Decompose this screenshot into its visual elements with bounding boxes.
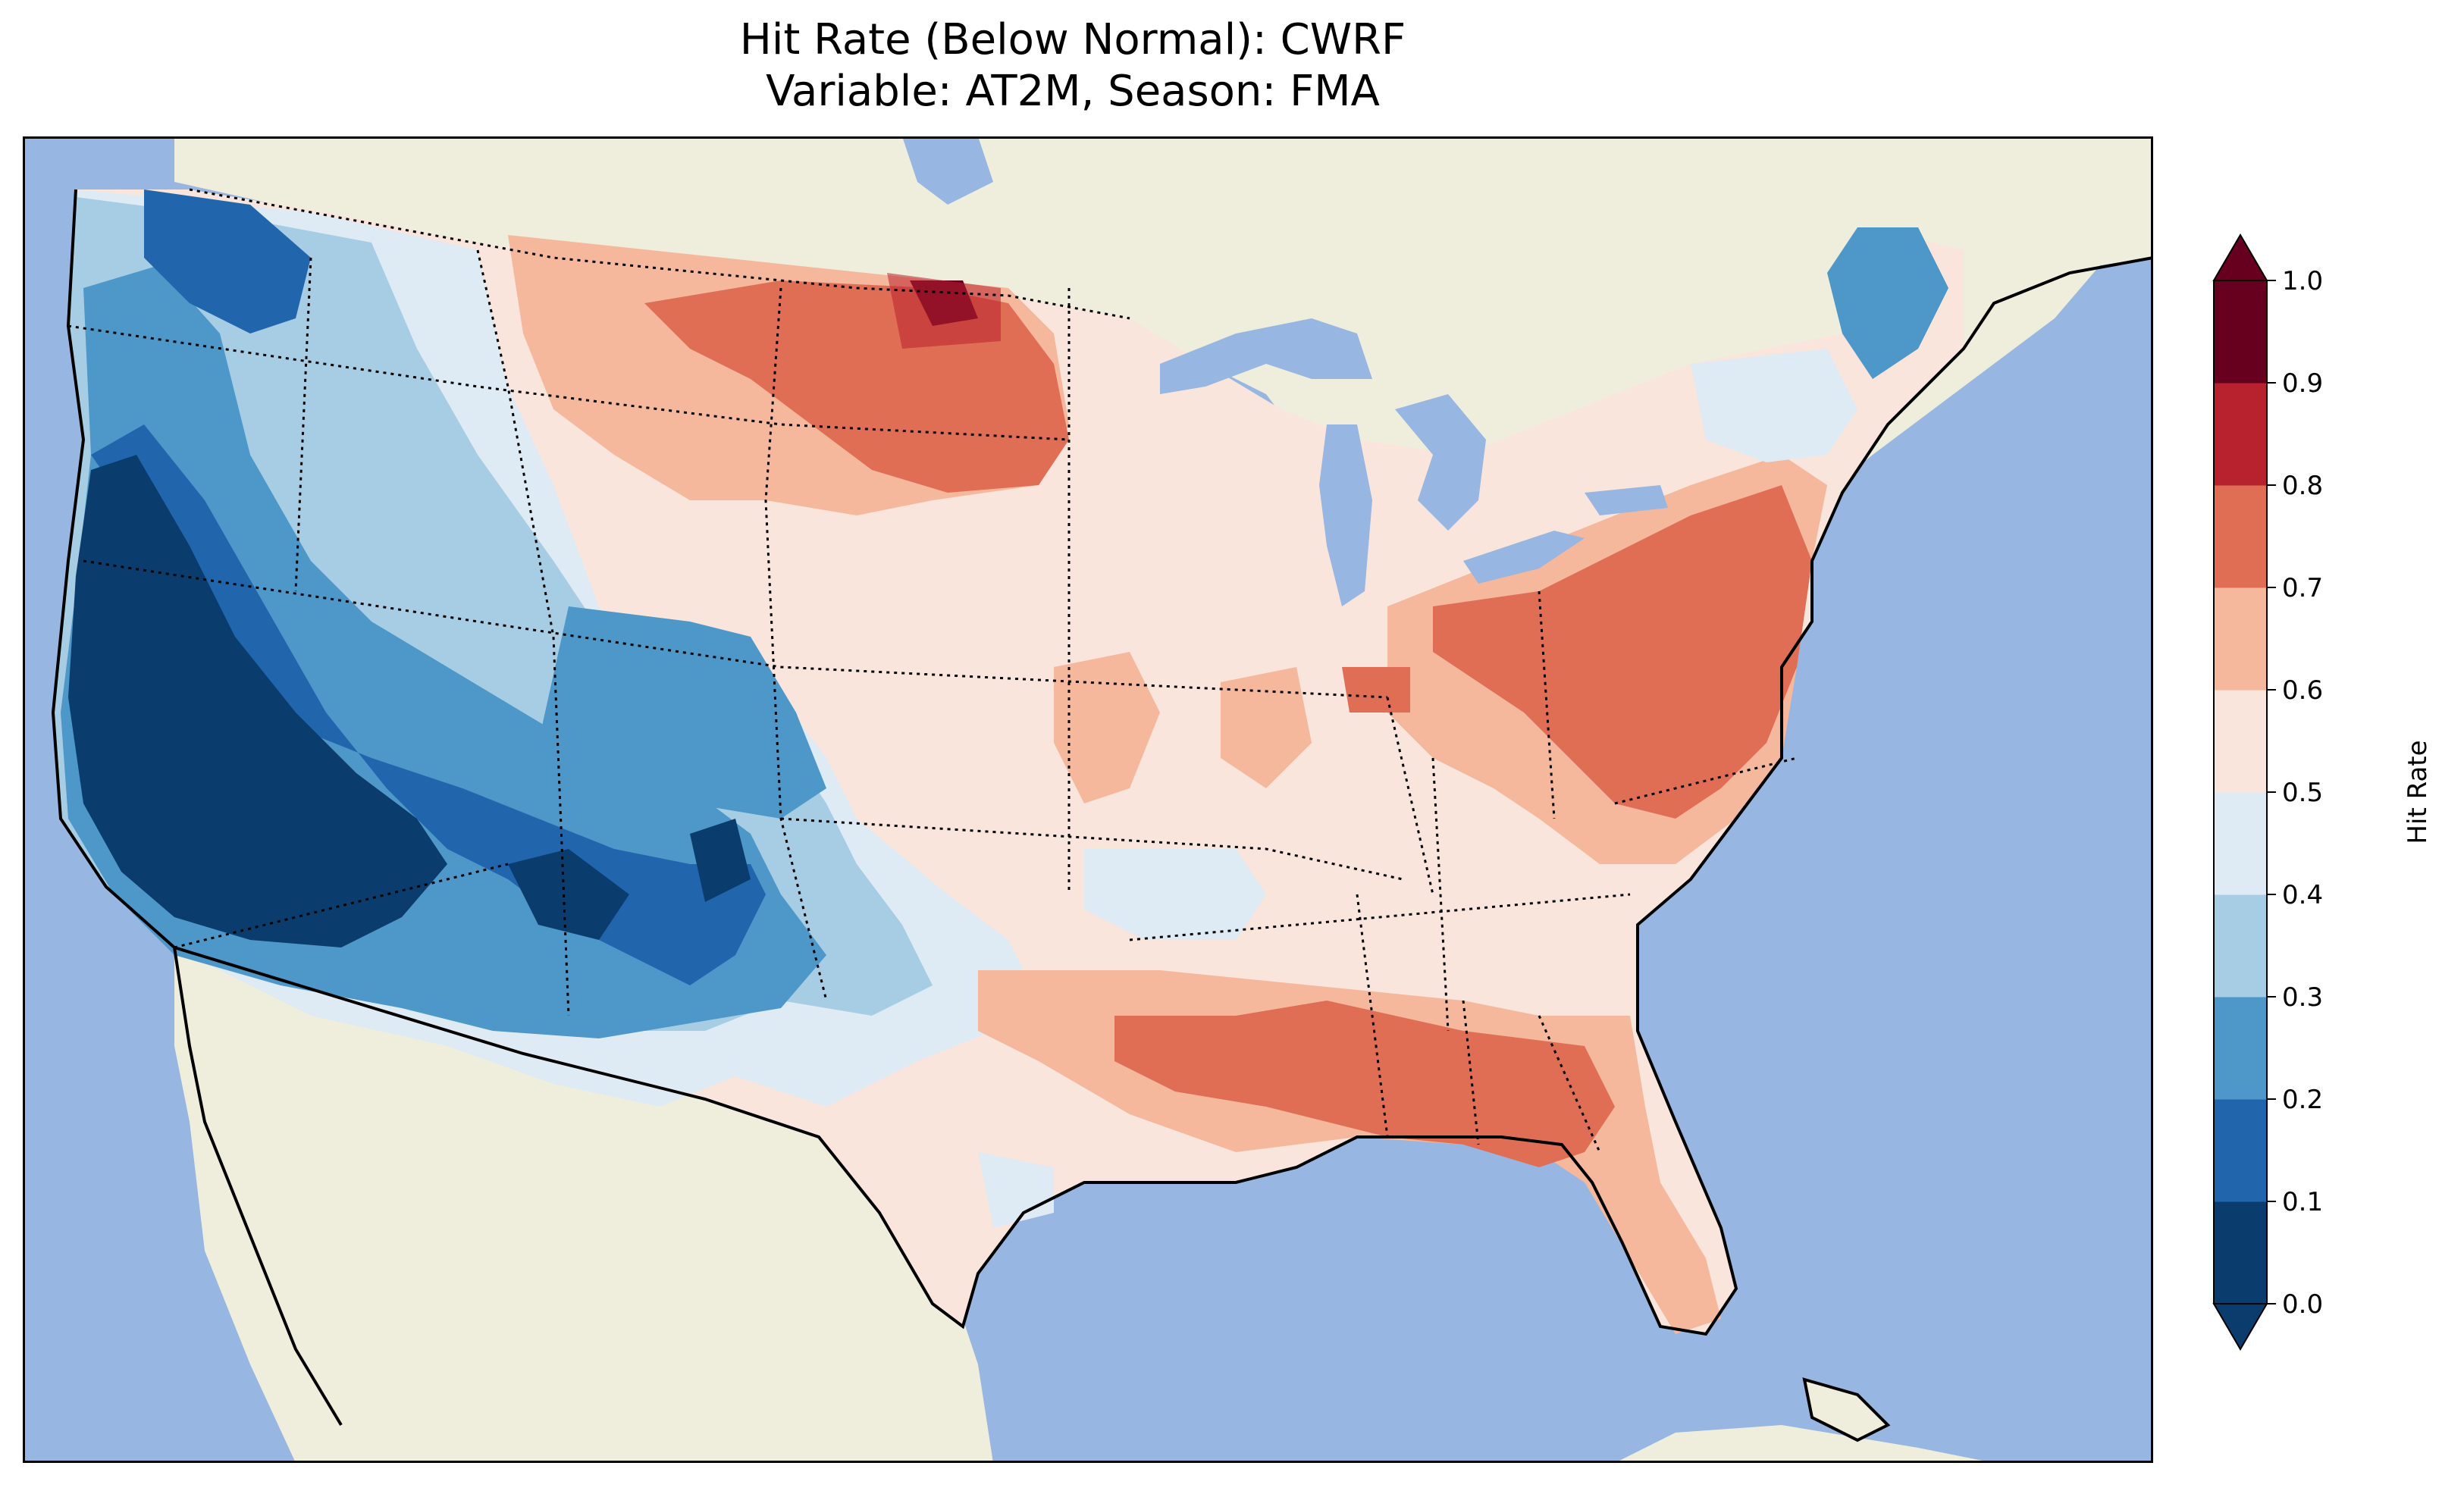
colorbar-tick-label: 0.9: [2282, 368, 2323, 399]
coastlines: [51, 189, 2153, 1442]
field-nm-dark: [508, 849, 629, 940]
map-panel: [23, 136, 2153, 1463]
colorbar-label: Hit Rate: [2403, 740, 2433, 844]
hit-rate-field: [53, 189, 1964, 1334]
lake-michigan: [1319, 424, 1372, 606]
field-east-utah-blue: [538, 606, 826, 819]
colorbar-bin: [2214, 792, 2267, 895]
cuba-land: [1804, 1380, 1888, 1440]
colorbar-bin: [2214, 894, 2267, 998]
field-tx-lightblue: [978, 1152, 1054, 1228]
lake-superior: [1160, 318, 1372, 394]
colorbar-bin: [2214, 1201, 2267, 1305]
colorbar-tick-label: 0.6: [2282, 675, 2323, 706]
lake-erie: [1463, 531, 1585, 584]
field-mw-spot-2: [1221, 667, 1312, 788]
colorbar-extend-max: [2212, 233, 2268, 281]
colorbar-bin: [2214, 997, 2267, 1100]
colorbar-tick-label: 0.4: [2282, 880, 2323, 910]
field-ne-light: [1691, 349, 1857, 462]
map-frame: [23, 136, 2153, 1463]
field-mw-spot-1: [1054, 652, 1160, 803]
colorbar-bin: [2214, 1099, 2267, 1202]
colorbar-bin: [2214, 383, 2267, 486]
lake-huron: [1395, 394, 1486, 531]
colorbar-bin: [2214, 280, 2267, 384]
chart-title-line-1: Hit Rate (Below Normal): CWRF: [739, 15, 1406, 64]
field-maine-blue: [1827, 227, 1948, 379]
colorbar-tick-label: 0.1: [2282, 1187, 2323, 1217]
colorbar: 0.0 0.1 0.2 0.3 0.4 0.5 0.6 0.7 0.8 0.9 1.0 Hit Rat…: [2212, 233, 2433, 1351]
colorbar-bin: [2214, 690, 2267, 793]
field-nw-blue: [144, 189, 311, 334]
field-nd-red: [887, 273, 1001, 349]
colorbar-tick-label: 0.5: [2282, 778, 2323, 808]
field-ne-red: [1433, 485, 1812, 819]
canada-land: [174, 136, 2153, 697]
state-borders: [67, 188, 1798, 1153]
field-darkest-blue: [68, 455, 447, 947]
field-dark-blue: [91, 424, 766, 985]
chart-title-line-2: Variable: AT2M, Season: FMA: [766, 67, 1380, 116]
colorbar-tick-label: 0.2: [2282, 1085, 2323, 1115]
mexico-land: [174, 947, 993, 1463]
colorbar-extend-min: [2212, 1303, 2268, 1351]
colorbar-tick-label: 1.0: [2282, 266, 2323, 296]
field-ok-blue: [1084, 849, 1266, 940]
hudson-bay-inlets: [902, 136, 993, 205]
lake-ontario: [1585, 485, 1668, 515]
field-nm-dark2: [690, 819, 751, 902]
colorbar-tick-label: 0.0: [2282, 1289, 2323, 1320]
colorbar-bin: [2214, 485, 2267, 588]
great-lakes: [902, 136, 1668, 606]
south-land: [1615, 1425, 1994, 1463]
colorbar-tick-label: 0.7: [2282, 573, 2323, 603]
field-mw-spot-3: [1342, 667, 1410, 713]
colorbar-tick-label: 0.3: [2282, 982, 2323, 1013]
colorbar-bin: [2214, 587, 2267, 691]
colorbar-tick-label: 0.8: [2282, 471, 2323, 501]
field-se-red: [1114, 1001, 1615, 1167]
